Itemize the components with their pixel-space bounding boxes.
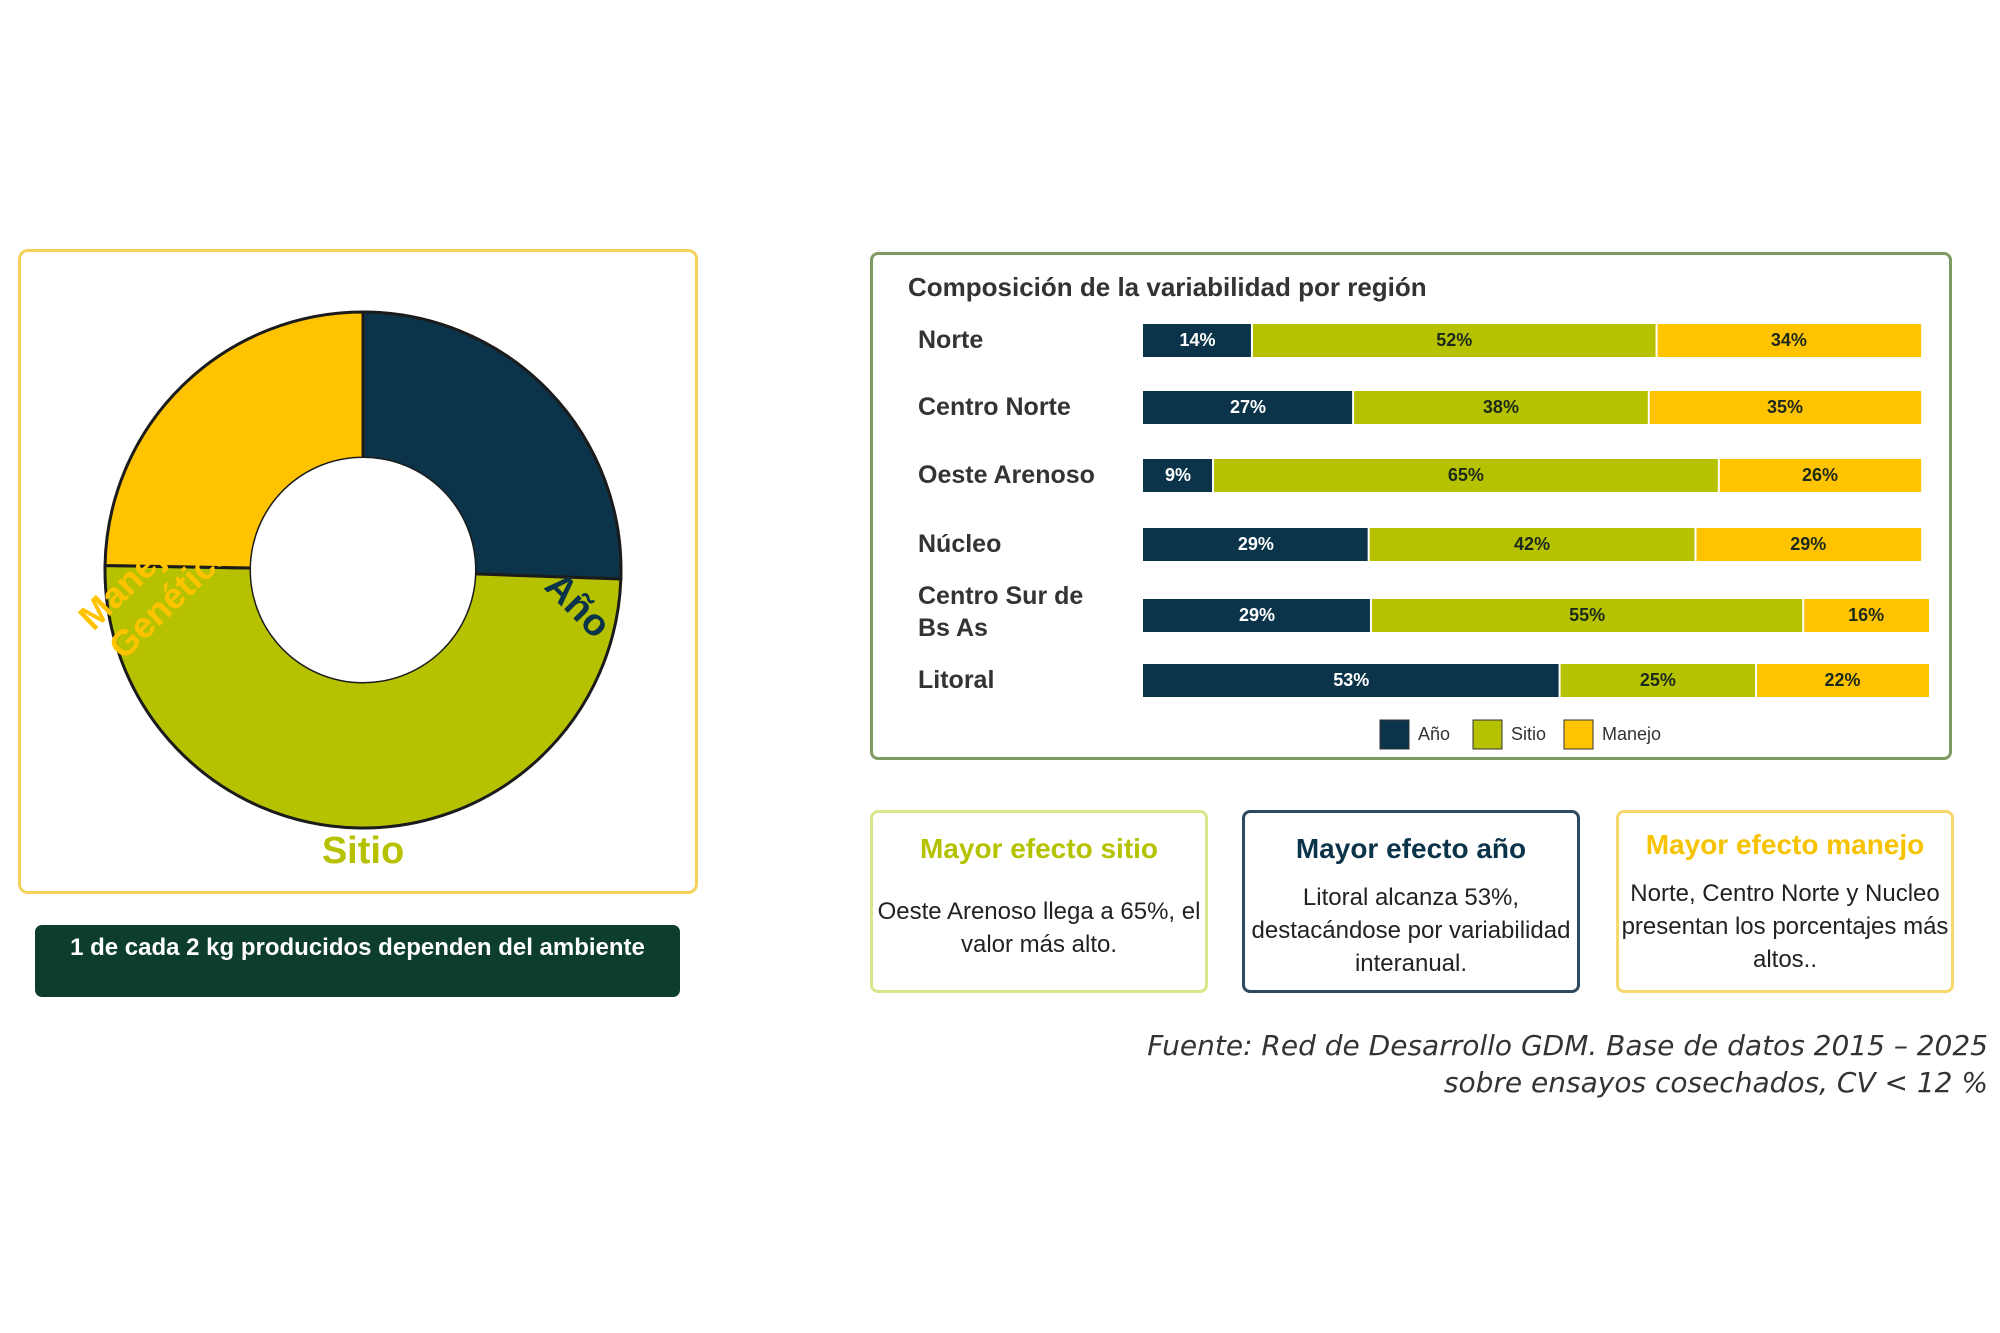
donut-caption: 1 de cada 2 kg producidos dependen del a… — [35, 925, 680, 997]
bar-segment-manejo — [1656, 324, 1922, 357]
bar-segment-ano — [1143, 599, 1371, 632]
chart-title: Composición de la variabilidad por regió… — [908, 272, 1427, 302]
insight-title: Mayor efecto manejo — [1645, 829, 1925, 860]
legend-swatch-sitio — [1472, 719, 1503, 750]
chart-legend: Año Sitio Manejo — [1379, 719, 1661, 750]
bar-segment-ano — [1143, 528, 1369, 561]
donut-chart: Año Sitio Manejo + Genética — [70, 310, 623, 872]
bar-segment-manejo — [1803, 599, 1929, 632]
insight-text: Litoral alcanza 53%, destacándose por va… — [1251, 884, 1571, 977]
legend-label: Manejo — [1602, 724, 1661, 744]
bar-rows: Norte 14% 52% 34% Centro Norte 27% 38% 35% Oeste… — [918, 324, 1929, 697]
bar-segment-manejo — [1718, 459, 1922, 492]
data-label: 29% — [1238, 534, 1274, 554]
category-label: Centro Norte — [918, 393, 1071, 421]
legend-swatch-manejo — [1563, 719, 1594, 750]
source-line-1: Fuente: Red de Desarrollo GDM. Base de d… — [1147, 1029, 1988, 1062]
data-label: 16% — [1848, 605, 1884, 625]
data-label: 34% — [1771, 330, 1807, 350]
data-label: 29% — [1790, 534, 1826, 554]
bar-segment-ano — [1143, 664, 1560, 697]
data-label: 27% — [1230, 397, 1266, 417]
bar-segment-sitio — [1368, 528, 1696, 561]
data-label: 9% — [1165, 465, 1191, 485]
bar-segment-sitio — [1251, 324, 1657, 357]
data-label: 14% — [1179, 330, 1215, 350]
category-label: Norte — [918, 326, 983, 354]
category-label: Centro Sur de — [918, 582, 1083, 610]
insight-card-ano: Mayor efecto año Litoral alcanza 53%, de… — [1242, 810, 1580, 993]
data-label: 22% — [1825, 670, 1861, 690]
insight-text: Oeste Arenoso llega a 65%, el valor más … — [877, 898, 1201, 958]
bar-segment-ano — [1143, 459, 1214, 492]
bar-segment-manejo — [1695, 528, 1922, 561]
stacked-bar-card: Composición de la variabilidad por regió… — [870, 252, 1952, 760]
bar-segment-sitio — [1213, 459, 1719, 492]
data-label: 29% — [1239, 605, 1275, 625]
bar-segment-sitio — [1353, 391, 1649, 424]
donut-card: Año Sitio Manejo + Genética — [18, 249, 698, 894]
bar-segment-ano — [1143, 391, 1354, 424]
legend-swatch-ano — [1379, 719, 1410, 750]
bar-segment-manejo — [1648, 391, 1922, 424]
donut-hole — [251, 458, 475, 682]
bar-segment-ano — [1143, 324, 1252, 357]
donut-slices — [103, 310, 623, 830]
legend-label: Sitio — [1511, 724, 1546, 744]
donut-label-sitio: Sitio — [322, 830, 404, 872]
category-label: Bs As — [918, 614, 988, 642]
source-line-2: sobre ensayos cosechados, CV < 12 % — [1443, 1066, 1988, 1099]
insight-card-sitio: Mayor efecto sitio Oeste Arenoso llega a… — [870, 810, 1208, 993]
insight-title: Mayor efecto año — [1295, 833, 1527, 864]
data-label: 38% — [1483, 397, 1519, 417]
data-label: 35% — [1767, 397, 1803, 417]
bar-segment-manejo — [1756, 664, 1929, 697]
data-label: 65% — [1448, 465, 1484, 485]
bar-segment-sitio — [1559, 664, 1757, 697]
category-label: Oeste Arenoso — [918, 461, 1095, 489]
data-label: 42% — [1514, 534, 1550, 554]
category-label: Litoral — [918, 666, 994, 694]
insight-card-manejo: Mayor efecto manejo Norte, Centro Norte … — [1616, 810, 1954, 993]
data-label: 26% — [1802, 465, 1838, 485]
bar-segment-sitio — [1370, 599, 1804, 632]
stacked-bar-chart: Composición de la variabilidad por regió… — [908, 272, 1929, 750]
insight-title: Mayor efecto sitio — [919, 833, 1159, 864]
data-label: 55% — [1569, 605, 1605, 625]
category-label: Núcleo — [918, 530, 1001, 558]
data-label: 53% — [1333, 670, 1369, 690]
source-note: Fuente: Red de Desarrollo GDM. Base de d… — [988, 1027, 1988, 1101]
data-label: 52% — [1436, 330, 1472, 350]
legend-label: Año — [1418, 724, 1450, 744]
data-label: 25% — [1640, 670, 1676, 690]
insight-text: Norte, Centro Norte y Nucleo presentan l… — [1621, 880, 1949, 973]
